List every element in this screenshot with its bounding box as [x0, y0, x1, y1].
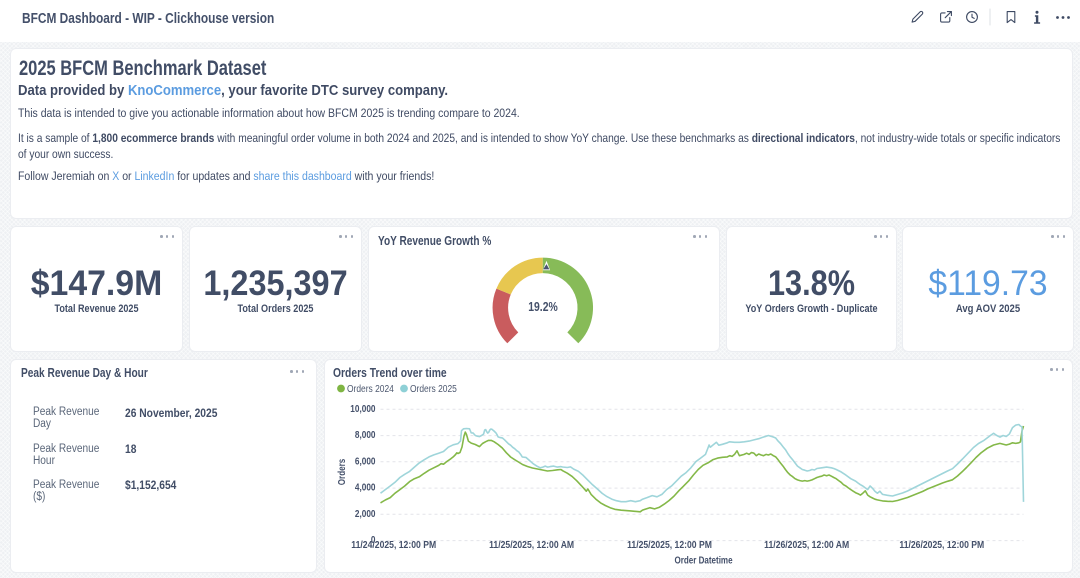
- svg-text:0: 0: [371, 535, 376, 546]
- svg-text:Orders 2024: Orders 2024: [347, 383, 394, 394]
- svg-text:Order Datetime: Order Datetime: [674, 555, 732, 566]
- svg-text:11/25/2025, 12:00 AM: 11/25/2025, 12:00 AM: [489, 539, 574, 550]
- svg-text:4,000: 4,000: [355, 482, 376, 493]
- svg-text:11/25/2025, 12:00 PM: 11/25/2025, 12:00 PM: [627, 539, 712, 550]
- svg-text:11/24/2025, 12:00 PM: 11/24/2025, 12:00 PM: [351, 539, 436, 550]
- svg-text:2,000: 2,000: [355, 508, 376, 519]
- svg-text:11/26/2025, 12:00 PM: 11/26/2025, 12:00 PM: [899, 539, 984, 550]
- svg-text:Orders 2025: Orders 2025: [410, 383, 457, 394]
- svg-text:10,000: 10,000: [350, 403, 375, 414]
- svg-text:Orders: Orders: [336, 459, 347, 485]
- svg-text:6,000: 6,000: [355, 456, 376, 467]
- svg-text:8,000: 8,000: [355, 430, 376, 441]
- svg-text:11/26/2025, 12:00 AM: 11/26/2025, 12:00 AM: [764, 539, 849, 550]
